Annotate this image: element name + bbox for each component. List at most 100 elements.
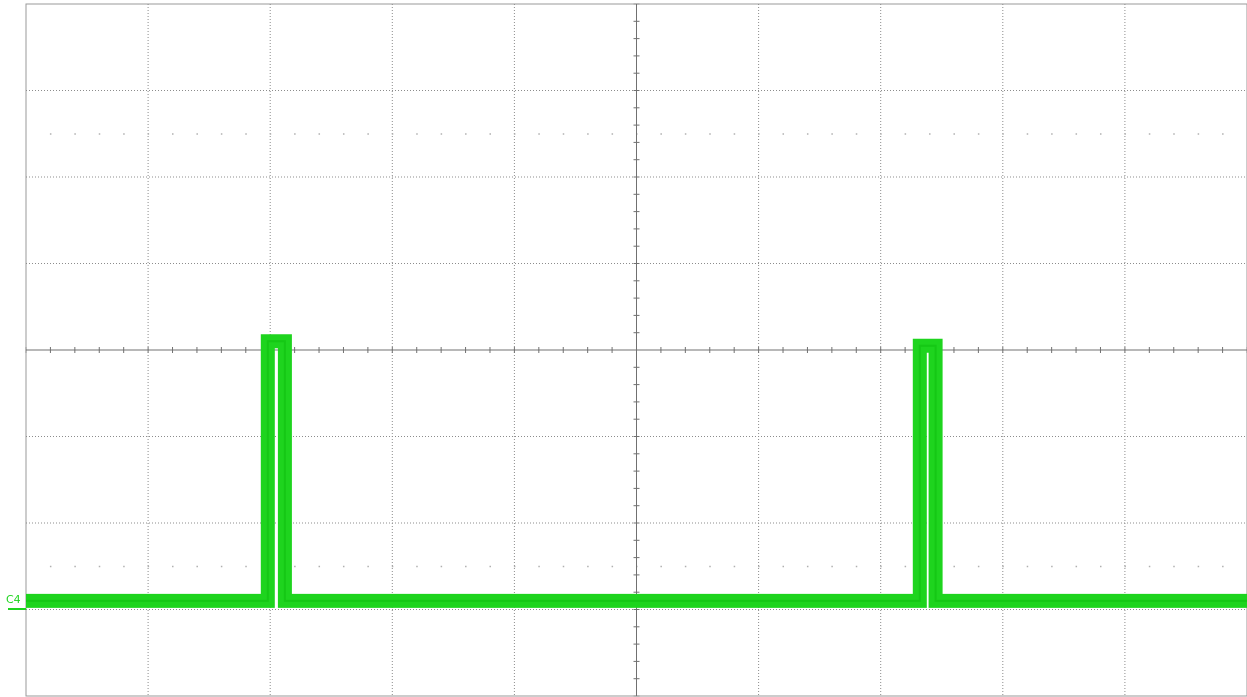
grid-dot xyxy=(342,133,345,135)
grid-dot xyxy=(880,133,882,135)
grid-dot xyxy=(98,565,101,568)
grid-dot xyxy=(489,133,491,135)
grid-dot xyxy=(758,565,760,568)
grid-dot xyxy=(1222,133,1224,135)
grid-dot xyxy=(782,565,785,568)
grid-dot xyxy=(929,133,931,135)
grid-dot xyxy=(587,565,589,568)
grid-dot xyxy=(1026,565,1029,568)
grid-dot xyxy=(391,133,394,135)
grid-dot xyxy=(1002,565,1004,568)
grid-dot xyxy=(196,565,198,568)
grid-dot xyxy=(904,133,907,135)
grid-dot xyxy=(1124,133,1126,135)
grid-dot xyxy=(123,133,125,135)
grid-dot xyxy=(831,565,833,568)
grid-dot xyxy=(74,133,76,135)
grid-dot xyxy=(733,565,736,568)
grid-dot xyxy=(1075,133,1078,135)
grid-dot xyxy=(245,565,247,568)
grid-dot xyxy=(196,133,198,135)
grid-dot xyxy=(953,133,955,135)
grid-dot xyxy=(855,565,858,568)
grid-dot xyxy=(269,133,272,135)
grid-dot xyxy=(49,133,52,135)
grid-dot xyxy=(684,133,687,135)
grid-dot xyxy=(1197,133,1200,135)
grid-dot xyxy=(440,133,443,135)
grid-dot xyxy=(465,133,467,135)
grid-dot xyxy=(806,133,809,135)
grid-dot xyxy=(342,565,345,568)
grid-dot xyxy=(709,565,711,568)
grid-dot xyxy=(758,133,760,135)
grid-dot xyxy=(1173,565,1175,568)
grid-dot xyxy=(416,565,418,568)
grid-dot xyxy=(1222,565,1224,568)
grid-dot xyxy=(172,133,174,135)
grid-dot xyxy=(660,565,662,568)
grid-dot xyxy=(294,133,296,135)
grid-dot xyxy=(220,133,223,135)
grid-dot xyxy=(440,565,443,568)
grid-dot xyxy=(709,133,711,135)
grid-dot xyxy=(611,565,614,568)
grid-dot xyxy=(1026,133,1029,135)
grid-dot xyxy=(513,565,516,568)
grid-dot xyxy=(123,565,125,568)
grid-dot xyxy=(1173,133,1175,135)
grid-dot xyxy=(1197,565,1200,568)
grid-dot xyxy=(855,133,858,135)
grid-dot xyxy=(538,133,540,135)
grid-dot xyxy=(1148,133,1151,135)
grid-dot xyxy=(831,133,833,135)
grid-dot xyxy=(782,133,785,135)
grid-dot xyxy=(98,133,101,135)
grid-dot xyxy=(1148,565,1151,568)
grid-dot xyxy=(147,133,150,135)
grid-dot xyxy=(953,565,955,568)
grid-dot xyxy=(147,565,150,568)
grid-dot xyxy=(318,133,321,135)
grid-dot xyxy=(1099,133,1102,135)
grid-dot xyxy=(660,133,662,135)
grid-dot xyxy=(587,133,589,135)
grid-dot xyxy=(684,565,687,568)
grid-dot xyxy=(318,565,321,568)
grid-dot xyxy=(904,565,907,568)
grid-dot xyxy=(1002,133,1004,135)
grid-dot xyxy=(806,565,809,568)
grid-dot xyxy=(465,565,467,568)
grid-dot xyxy=(74,565,76,568)
grid-dot xyxy=(245,133,247,135)
grid-dot xyxy=(367,133,369,135)
grid-dot xyxy=(1099,565,1102,568)
grid-dot xyxy=(1051,565,1053,568)
grid-dot xyxy=(562,565,565,568)
grid-dot xyxy=(367,565,369,568)
grid-dot xyxy=(1124,565,1126,568)
grid-dot xyxy=(880,565,882,568)
channel-marker: C4 xyxy=(6,593,26,610)
grid-dot xyxy=(1075,565,1078,568)
grid-dot xyxy=(977,565,980,568)
trace-c4 xyxy=(26,334,1247,608)
grid-dot xyxy=(220,565,223,568)
grid-dot xyxy=(1051,133,1053,135)
grid-dot xyxy=(489,565,491,568)
grid-dot xyxy=(172,565,174,568)
grid-dot xyxy=(49,565,52,568)
center-axes xyxy=(25,3,1247,697)
grid-dot xyxy=(391,565,394,568)
grid-dot xyxy=(416,133,418,135)
grid-dot xyxy=(294,565,296,568)
grid-dot xyxy=(733,133,736,135)
grid-dot xyxy=(977,133,980,135)
trace-core xyxy=(26,340,1247,602)
grid-dot xyxy=(513,133,516,135)
grid-dot xyxy=(562,133,565,135)
grid-dot xyxy=(611,133,614,135)
grid-dot xyxy=(538,565,540,568)
channel-label-c4: C4 xyxy=(6,593,21,606)
